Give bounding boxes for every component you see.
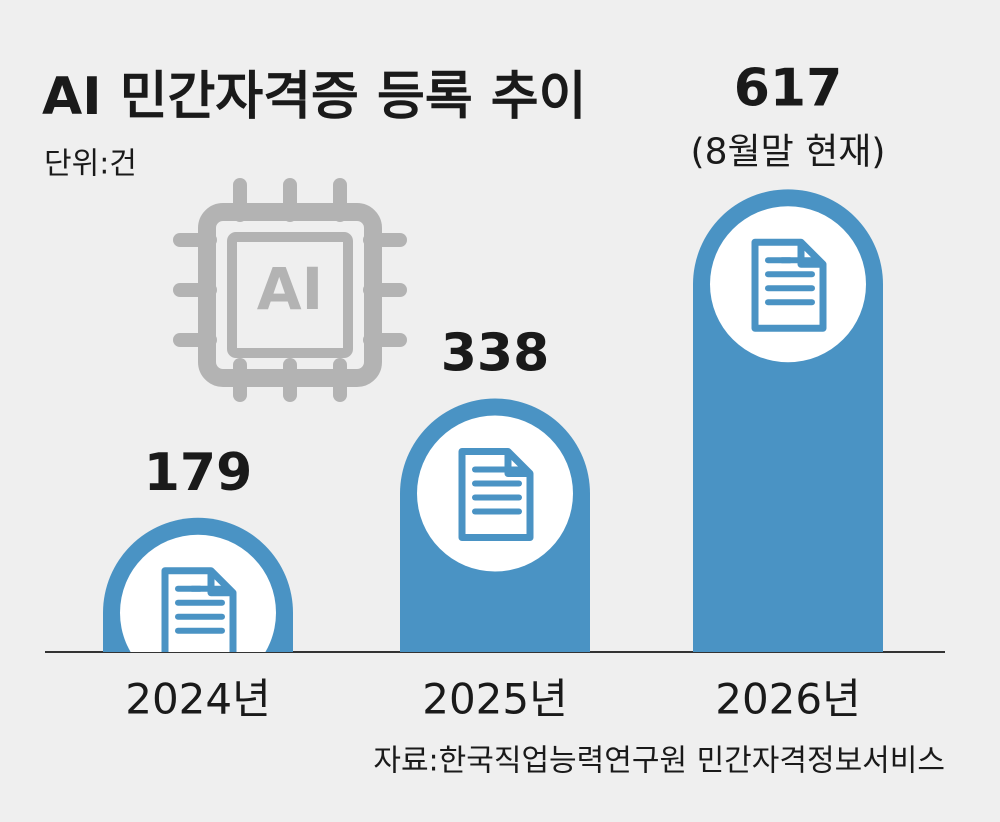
chip-icon: AI	[173, 178, 407, 402]
document-icon	[458, 448, 534, 541]
value-label: 179	[144, 443, 253, 503]
document-icon	[751, 238, 827, 332]
x-tick-label: 2025년	[422, 675, 568, 724]
bars	[103, 189, 883, 652]
source: 자료:한국직업능력연구원 민간자격정보서비스	[373, 744, 945, 779]
chip-label: AI	[257, 255, 323, 323]
value-label: 338	[441, 324, 550, 384]
chart-title: AI 민간자격증 등록 추이	[42, 67, 586, 127]
value-note: (8월말 현재)	[691, 131, 886, 172]
x-tick-label: 2026년	[715, 675, 861, 724]
icon-circle	[417, 415, 573, 572]
x-tick-label: 2024년	[125, 675, 271, 724]
icon-circle	[120, 534, 276, 652]
value-label: 617	[734, 58, 843, 118]
icon-circle	[710, 206, 866, 363]
document-icon	[161, 567, 237, 652]
unit-label: 단위:건	[44, 147, 137, 182]
